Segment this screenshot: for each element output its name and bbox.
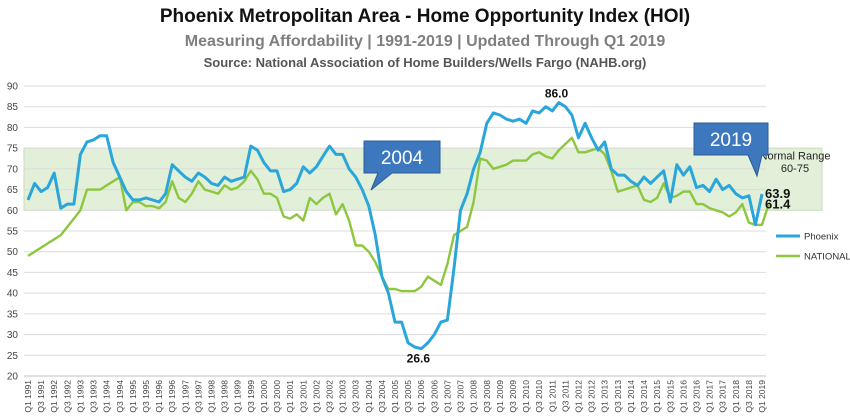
legend-label-phoenix: Phoenix — [804, 232, 839, 243]
callout-2019-box — [693, 122, 769, 178]
x-tick-label: Q1 2017 — [705, 380, 715, 413]
normal-range-label: Normal Range — [760, 150, 831, 162]
x-tick-label: Q3 1991 — [36, 380, 46, 413]
x-tick-label: Q3 2015 — [665, 380, 675, 413]
x-tick-label: Q3 2004 — [377, 380, 387, 413]
annotation-phoenix-latest: 63.9 — [765, 186, 790, 201]
x-tick-label: Q3 2012 — [587, 380, 597, 413]
x-tick-label: Q1 2010 — [521, 380, 531, 413]
x-tick-label: Q3 2010 — [534, 380, 544, 413]
x-tick-label: Q1 1992 — [49, 380, 59, 413]
callout-2019-label: 2019 — [710, 130, 752, 151]
y-tick-label: 40 — [7, 289, 19, 300]
x-tick-label: Q3 2008 — [482, 380, 492, 413]
chart-subtitle: Measuring Affordability | 1991-2019 | Up… — [184, 33, 666, 50]
x-tick-label: Q1 1999 — [233, 380, 243, 413]
x-tick-label: Q1 2009 — [495, 380, 505, 413]
x-tick-label: Q3 1997 — [193, 380, 203, 413]
x-tick-label: Q3 1992 — [62, 380, 72, 413]
annotation-trough: 26.6 — [407, 352, 431, 366]
y-tick-label: 80 — [7, 123, 19, 134]
y-tick-label: 50 — [7, 247, 19, 258]
series-line-national — [27, 136, 770, 293]
y-tick-label: 55 — [7, 227, 19, 238]
x-tick-label: Q1 1996 — [154, 380, 164, 413]
x-tick-label: Q3 2000 — [272, 380, 282, 413]
x-tick-label: Q1 2019 — [757, 380, 767, 413]
callout-2004-box — [363, 140, 441, 191]
x-tick-label: Q3 2018 — [744, 380, 754, 413]
x-tick-label: Q3 2006 — [429, 380, 439, 413]
x-tick-label: Q1 2000 — [259, 380, 269, 413]
x-tick-label: Q3 1999 — [246, 380, 256, 413]
series-line-phoenix — [26, 101, 764, 351]
x-tick-label: Q3 1998 — [220, 380, 230, 413]
y-tick-label: 20 — [7, 372, 19, 383]
x-tick-label: Q3 2005 — [403, 380, 413, 413]
x-tick-label: Q1 2012 — [574, 380, 584, 413]
x-tick-label: Q3 2013 — [613, 380, 623, 413]
x-tick-label: Q1 2001 — [285, 380, 295, 413]
x-tick-label: Q3 1995 — [141, 380, 151, 413]
x-tick-label: Q1 2013 — [600, 380, 610, 413]
x-tick-label: Q3 2003 — [351, 380, 361, 413]
y-tick-label: 85 — [7, 102, 19, 113]
normal-range-values: 60-75 — [781, 163, 809, 175]
x-tick-label: Q3 1996 — [167, 380, 177, 413]
x-tick-label: Q3 2014 — [639, 380, 649, 413]
x-tick-label: Q1 2016 — [678, 380, 688, 413]
y-tick-label: 90 — [7, 82, 19, 93]
x-tick-label: Q1 2005 — [390, 380, 400, 413]
x-tick-label: Q3 1993 — [89, 380, 99, 413]
x-tick-label: Q1 1995 — [128, 380, 138, 413]
y-tick-label: 70 — [7, 164, 19, 175]
y-tick-label: 60 — [7, 206, 19, 217]
annotation-national-latest: 61.4 — [765, 196, 791, 211]
x-tick-label: Q1 1991 — [23, 380, 33, 413]
callout-2004-label: 2004 — [381, 148, 424, 169]
x-tick-label: Q1 2015 — [652, 380, 662, 413]
y-tick-label: 45 — [7, 268, 19, 279]
x-tick-label: Q1 1998 — [207, 380, 217, 413]
x-tick-label: Q1 1993 — [75, 380, 85, 413]
x-tick-label: Q3 2009 — [508, 380, 518, 413]
annotation-peak: 86.0 — [545, 87, 569, 101]
x-tick-label: Q3 2007 — [456, 380, 466, 413]
x-tick-label: Q1 2007 — [442, 380, 452, 413]
x-tick-label: Q1 2018 — [731, 380, 741, 413]
y-tick-label: 65 — [7, 185, 19, 196]
y-tick-label: 25 — [7, 351, 19, 362]
y-tick-label: 30 — [7, 330, 19, 341]
x-tick-label: Q1 2002 — [311, 380, 321, 413]
x-tick-label: Q3 2001 — [298, 380, 308, 413]
x-tick-label: Q1 2011 — [547, 380, 557, 412]
x-tick-label: Q1 1994 — [102, 380, 112, 413]
chart-title: Phoenix Metropolitan Area - Home Opportu… — [159, 6, 691, 27]
x-tick-label: Q3 2002 — [324, 380, 334, 413]
x-tick-label: Q3 1994 — [115, 380, 125, 413]
x-tick-label: Q1 2004 — [364, 380, 374, 413]
chart-source: Source: National Association of Home Bui… — [203, 55, 647, 70]
y-tick-label: 35 — [7, 309, 19, 320]
x-tick-label: Q3 2011 — [560, 380, 570, 412]
legend-label-national: NATIONAL — [804, 252, 850, 263]
x-tick-label: Q1 2006 — [416, 380, 426, 413]
x-tick-label: Q1 1997 — [180, 380, 190, 413]
x-tick-label: Q3 2016 — [691, 380, 701, 413]
x-tick-label: Q3 2017 — [718, 380, 728, 413]
y-tick-label: 75 — [7, 144, 19, 155]
x-tick-label: Q1 2014 — [626, 380, 636, 413]
x-tick-label: Q1 2008 — [469, 380, 479, 413]
x-tick-label: Q1 2003 — [338, 380, 348, 413]
